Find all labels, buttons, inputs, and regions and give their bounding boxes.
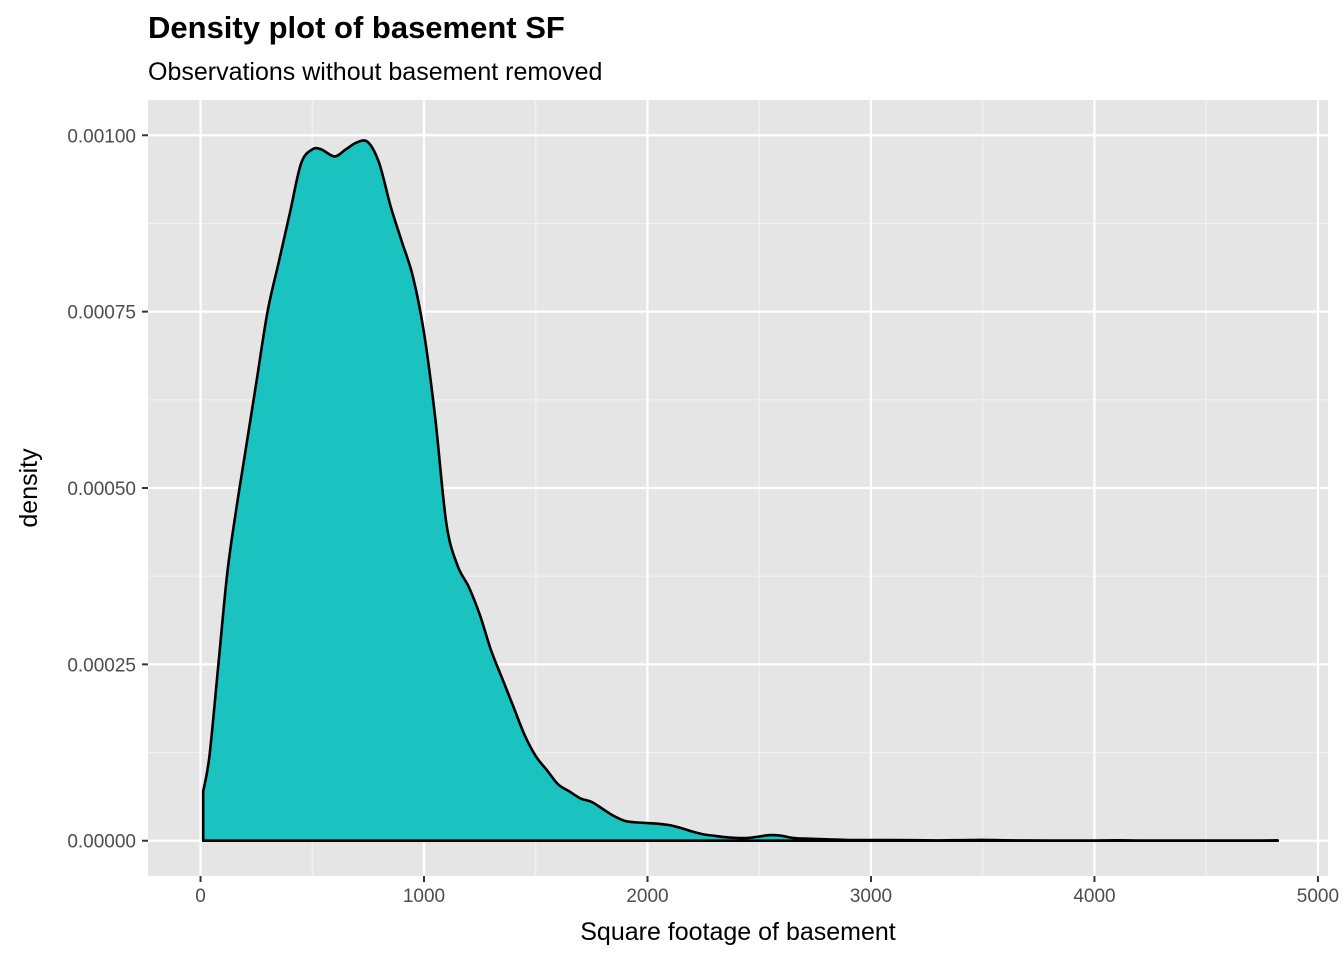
x-axis-tick-label: 3000 <box>850 886 892 907</box>
y-axis-tick-label: 0.00025 <box>67 655 136 676</box>
y-axis-tick-label: 0.00050 <box>67 479 136 500</box>
x-axis-tick-label: 4000 <box>1073 886 1115 907</box>
y-axis-title: density <box>15 448 43 528</box>
chart-subtitle: Observations without basement removed <box>148 58 603 86</box>
x-axis-tick-label: 2000 <box>626 886 668 907</box>
y-axis-tick-label: 0.00075 <box>67 303 136 324</box>
axes: 0 1000 2000 3000 4000 5000 0.00000 0.00025 0.000… <box>67 126 1339 907</box>
x-axis-tick-label: 5000 <box>1297 886 1339 907</box>
chart-title: Density plot of basement SF <box>148 10 565 45</box>
x-axis-tick-label: 1000 <box>403 886 445 907</box>
y-axis-tick-label: 0.00000 <box>67 832 136 853</box>
x-axis-tick-label: 0 <box>195 886 206 907</box>
x-axis-title: Square footage of basement <box>580 918 896 946</box>
y-axis-tick-label: 0.00100 <box>67 126 136 147</box>
density-area <box>201 139 1280 843</box>
